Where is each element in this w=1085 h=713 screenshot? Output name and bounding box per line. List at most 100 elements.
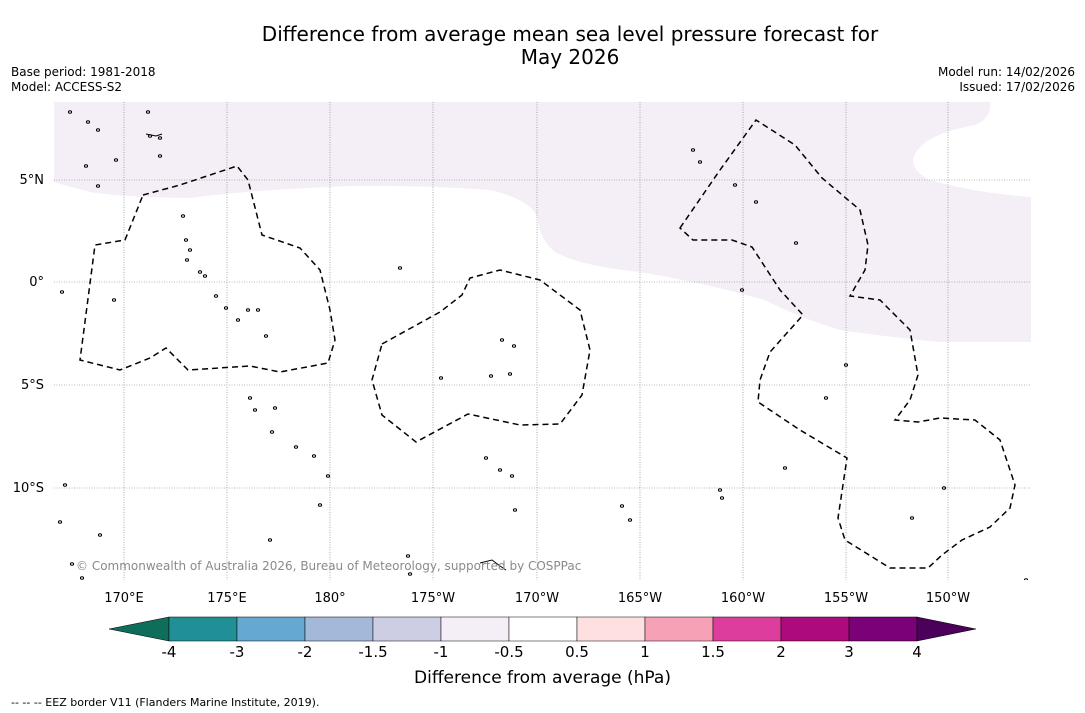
island-outline [223, 306, 229, 310]
eez-tokelau [371, 269, 591, 443]
colorbar-tick-label: 1.5 [701, 643, 725, 661]
island-outline [627, 518, 633, 522]
lon-label: 170°W [515, 591, 559, 606]
colorbar-tick-label: -0.5 [494, 643, 524, 661]
latitude-labels: 5°N 0° 5°S 10°S [13, 173, 44, 496]
copyright-text: © Commonwealth of Australia 2026, Bureau… [76, 559, 581, 573]
longitude-labels: 170°E 175°E 180° 175°W 170°W 165°W 160°W 155°W 1… [104, 591, 970, 606]
island-outline [509, 474, 515, 478]
island-outline [941, 486, 947, 490]
lon-label: 175°E [207, 591, 247, 606]
colorbar-tick-label: 3 [844, 643, 854, 661]
eez-line-islands [679, 118, 1016, 569]
map-title-line1: Difference from average mean sea level p… [261, 22, 879, 46]
island-outline [719, 496, 725, 500]
island-outline [499, 338, 505, 342]
island-outline [739, 288, 745, 292]
island-outline [267, 538, 273, 542]
island-outline [180, 214, 186, 218]
island-outline [488, 374, 494, 378]
island-outline [690, 148, 696, 152]
colorbar-tick-label: 0.5 [565, 643, 589, 661]
model-name: Model: ACCESS-S2 [11, 80, 123, 94]
eez-borders [79, 118, 1016, 569]
island-outline [753, 200, 759, 204]
island-outline [697, 160, 703, 164]
colorbar-tick-label: -4 [161, 643, 177, 661]
island-outline [497, 468, 503, 472]
lon-label: 160°W [721, 591, 765, 606]
colorbar-segment [780, 616, 850, 642]
meta-right: Model run: 14/02/2026 Issued: 17/02/2026 [938, 65, 1075, 95]
colorbar-under-arrow [108, 616, 170, 642]
island-outline [823, 396, 829, 400]
island-outline [247, 396, 253, 400]
island-outline [95, 184, 101, 188]
colorbar-segment [304, 616, 374, 642]
island-outline [213, 294, 219, 298]
island-outline [235, 318, 241, 322]
island-outline [85, 120, 91, 124]
island-outline [97, 533, 103, 537]
island-outline [717, 488, 723, 492]
island-outline [397, 266, 403, 270]
colorbar-tick-label: 4 [912, 643, 922, 661]
colorbar-tick-label: 1 [640, 643, 650, 661]
island-outline [184, 258, 190, 262]
island-outline [732, 183, 738, 187]
island-outline [145, 110, 151, 114]
island-outline [57, 520, 63, 524]
map-title-line2: May 2026 [520, 45, 620, 69]
colorbar-tick-label: 2 [776, 643, 786, 661]
island-outline [145, 133, 163, 137]
island-outline [79, 576, 85, 580]
island-outline [202, 274, 208, 278]
colorbar-segment [576, 616, 646, 642]
island-outline [111, 298, 117, 302]
lon-label: 180° [314, 591, 345, 606]
lat-label: 5°S [21, 378, 44, 393]
island-outline [317, 503, 323, 507]
island-outline [407, 572, 413, 576]
island-outline [263, 334, 269, 338]
island-outline [69, 562, 75, 566]
island-outline [512, 508, 518, 512]
island-outline [311, 454, 317, 458]
island-outline [83, 164, 89, 168]
island-outline [252, 408, 258, 412]
island-outline [95, 128, 101, 132]
lon-label: 155°W [824, 591, 868, 606]
colorbar-tick-label: -1 [433, 643, 449, 661]
island-outline [438, 376, 444, 380]
island-outline [59, 290, 65, 294]
island-outline [793, 241, 799, 245]
island-outline [405, 554, 411, 558]
lat-label: 10°S [13, 481, 44, 496]
colorbar-tick-label: -3 [229, 643, 245, 661]
island-outline [157, 154, 163, 158]
island-outline [511, 344, 517, 348]
colorbar-segment [236, 616, 306, 642]
island-outline [619, 504, 625, 508]
map-area [54, 102, 1031, 580]
meta-left: Base period: 1981-2018 Model: ACCESS-S2 [11, 65, 156, 95]
island-outline [269, 430, 275, 434]
colorbar-segment [372, 616, 442, 642]
eez-legend-footer: -- -- -- EEZ border V11 (Flanders Marine… [11, 696, 320, 709]
island-outline [197, 270, 203, 274]
pressure-anomaly-shading [54, 102, 1031, 342]
colorbar-segment [168, 616, 238, 642]
island-outlines [57, 110, 1029, 580]
lon-label: 175°W [411, 591, 455, 606]
colorbar [108, 616, 977, 642]
colorbar-tick-label: -1.5 [358, 643, 388, 661]
colorbar-segment [712, 616, 782, 642]
island-outline [157, 136, 163, 140]
colorbar-tick-label: -2 [297, 643, 313, 661]
island-outline [255, 308, 261, 312]
colorbar-segment [508, 616, 578, 642]
island-outline [272, 406, 278, 410]
issued-date: Issued: 17/02/2026 [959, 80, 1075, 94]
lon-label: 170°E [104, 591, 144, 606]
